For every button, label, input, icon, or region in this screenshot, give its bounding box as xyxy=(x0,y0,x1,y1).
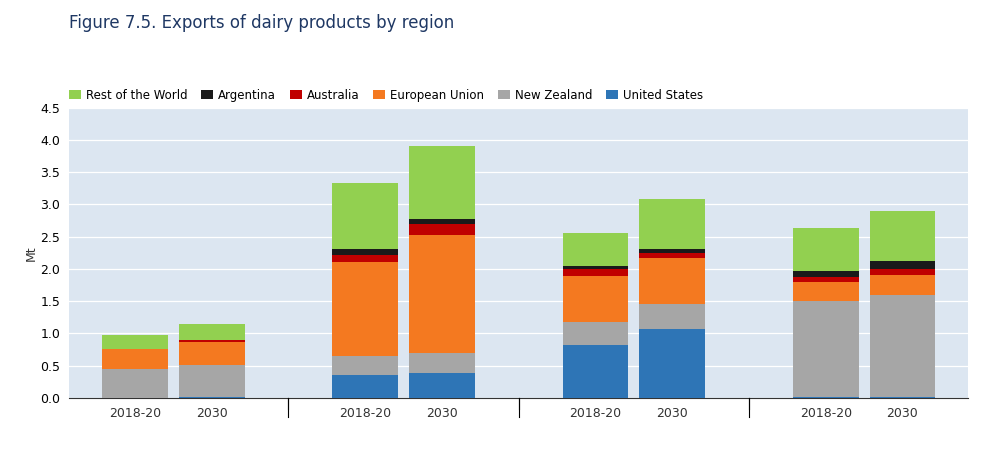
Bar xyxy=(869,275,936,295)
Bar xyxy=(792,301,859,396)
Bar xyxy=(179,397,245,398)
Bar xyxy=(332,356,398,375)
Bar xyxy=(409,373,475,398)
Bar xyxy=(792,282,859,301)
Bar xyxy=(332,263,398,356)
Legend: Rest of the World, Argentina, Australia, European Union, New Zealand, United Sta: Rest of the World, Argentina, Australia,… xyxy=(69,89,702,102)
Bar xyxy=(332,255,398,263)
Bar xyxy=(639,304,705,329)
Bar xyxy=(562,266,628,270)
Bar xyxy=(409,353,475,373)
Bar xyxy=(332,375,398,398)
Bar xyxy=(409,224,475,235)
Bar xyxy=(792,271,859,277)
Bar xyxy=(179,324,245,340)
Bar xyxy=(102,335,168,350)
Bar xyxy=(792,277,859,282)
Bar xyxy=(639,199,705,249)
Bar xyxy=(562,322,628,345)
Bar xyxy=(409,235,475,353)
Bar xyxy=(869,396,936,398)
Bar xyxy=(869,295,936,396)
Bar xyxy=(409,146,475,219)
Bar xyxy=(409,219,475,224)
Bar xyxy=(102,350,168,369)
Bar xyxy=(869,211,936,261)
Bar xyxy=(639,249,705,253)
Bar xyxy=(639,258,705,304)
Bar xyxy=(179,343,245,365)
Bar xyxy=(792,396,859,398)
Bar xyxy=(562,270,628,276)
Text: Figure 7.5. Exports of dairy products by region: Figure 7.5. Exports of dairy products by… xyxy=(69,14,454,32)
Bar xyxy=(332,183,398,249)
Bar xyxy=(639,329,705,398)
Bar xyxy=(562,345,628,398)
Bar xyxy=(869,261,936,269)
Bar xyxy=(179,340,245,343)
Bar xyxy=(332,249,398,255)
Bar xyxy=(792,227,859,271)
Bar xyxy=(639,253,705,258)
Bar xyxy=(102,369,168,398)
Y-axis label: Mt: Mt xyxy=(25,245,38,261)
Bar xyxy=(562,233,628,266)
Bar xyxy=(869,269,936,275)
Bar xyxy=(562,276,628,322)
Bar xyxy=(179,365,245,397)
